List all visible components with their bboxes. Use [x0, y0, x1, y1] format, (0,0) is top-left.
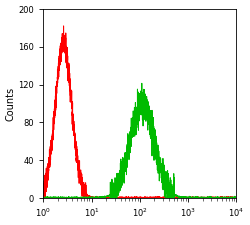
Y-axis label: Counts: Counts [6, 86, 16, 121]
